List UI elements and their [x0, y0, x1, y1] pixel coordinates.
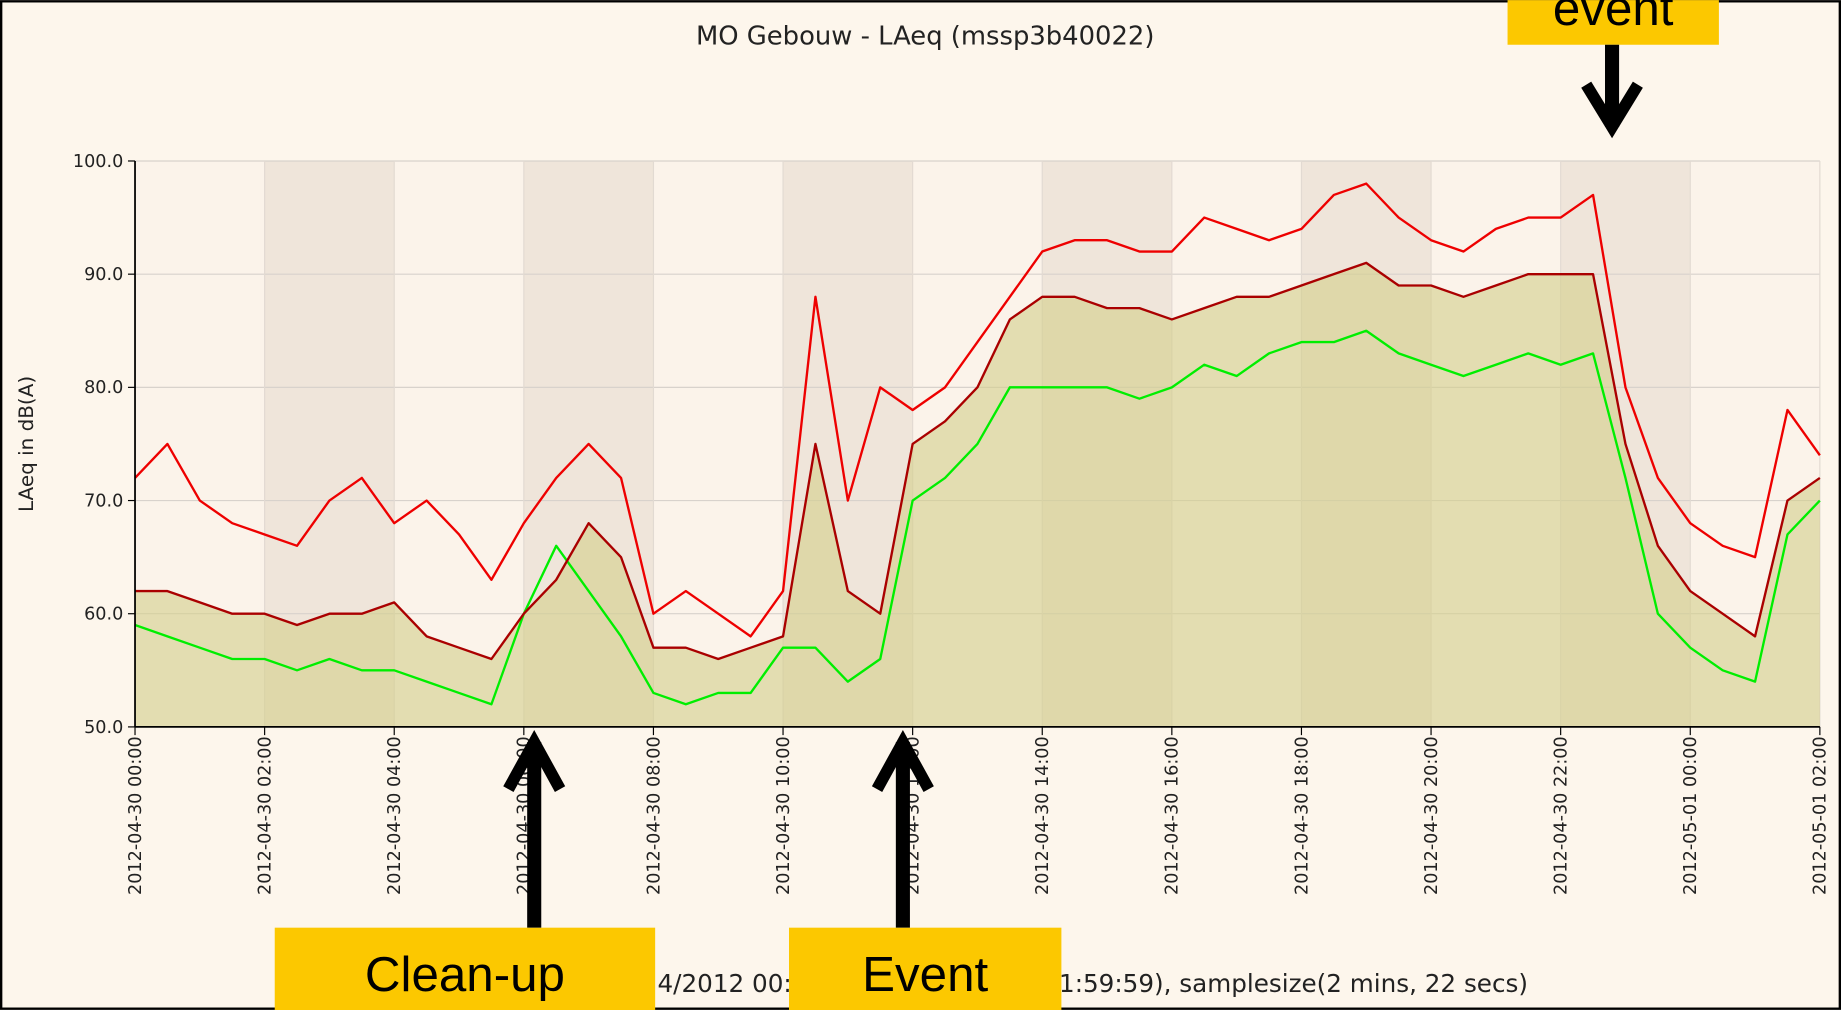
- series-line: [135, 261, 1821, 661]
- annotation-box: [274, 927, 656, 1010]
- x-tick-label: 2012-04-30 18:00: [1292, 736, 1312, 895]
- x-tick-label: 2012-04-30 10:00: [774, 736, 794, 895]
- annotation-text: Event: [862, 947, 988, 1002]
- y-tick-label: 50.0: [84, 718, 123, 738]
- x-tick-label: 2012-05-01 00:00: [1681, 736, 1701, 895]
- y-tick-label: 100.0: [73, 152, 123, 172]
- footer-text: 1:59:59), samplesize(2 mins, 22 secs): [1059, 969, 1528, 998]
- annotation-box: [1507, 0, 1719, 45]
- annotation-box: [789, 927, 1062, 1010]
- chart-title: MO Gebouw - LAeq (mssp3b40022): [696, 22, 1154, 52]
- x-tick-label: 2012-04-30 16:00: [1163, 736, 1183, 895]
- x-tick-label: 2012-04-30 02:00: [255, 736, 275, 895]
- y-tick-label: 60.0: [84, 605, 123, 625]
- footer-text: 4/2012 00:0: [657, 969, 807, 998]
- x-tick-label: 2012-05-01 02:00: [1811, 736, 1831, 895]
- series-line: [134, 329, 1821, 706]
- x-tick-label: 2012-04-30 20:00: [1422, 736, 1442, 895]
- x-tick-label: 2012-04-30 04:00: [385, 736, 405, 895]
- x-tick-label: 2012-04-30 08:00: [644, 736, 664, 895]
- x-tick-label: 2012-04-30 14:00: [1033, 736, 1053, 895]
- y-tick-label: 90.0: [84, 265, 123, 285]
- y-axis-label: LAeq in dB(A): [14, 376, 38, 512]
- annotation-text: Clean-up: [365, 947, 565, 1002]
- series-line: [134, 182, 1821, 638]
- annotations: Clean-up Event event: [274, 0, 1719, 1010]
- arrow-head: [503, 729, 566, 792]
- arrow-head: [1581, 81, 1643, 139]
- x-tick-label: 2012-04-30 00:00: [126, 736, 146, 895]
- x-tick-label: 2012-04-30 22:00: [1552, 736, 1572, 895]
- plot-area: 50.0 60.0 70.0 80.0 90.0 100.0 2012-04-30 00:0…: [73, 152, 1831, 895]
- area: [135, 262, 1820, 727]
- arrow-head: [871, 729, 934, 792]
- annotation-text: event: [1553, 0, 1674, 36]
- y-tick-label: 70.0: [84, 491, 123, 511]
- y-tick-label: 80.0: [84, 378, 123, 398]
